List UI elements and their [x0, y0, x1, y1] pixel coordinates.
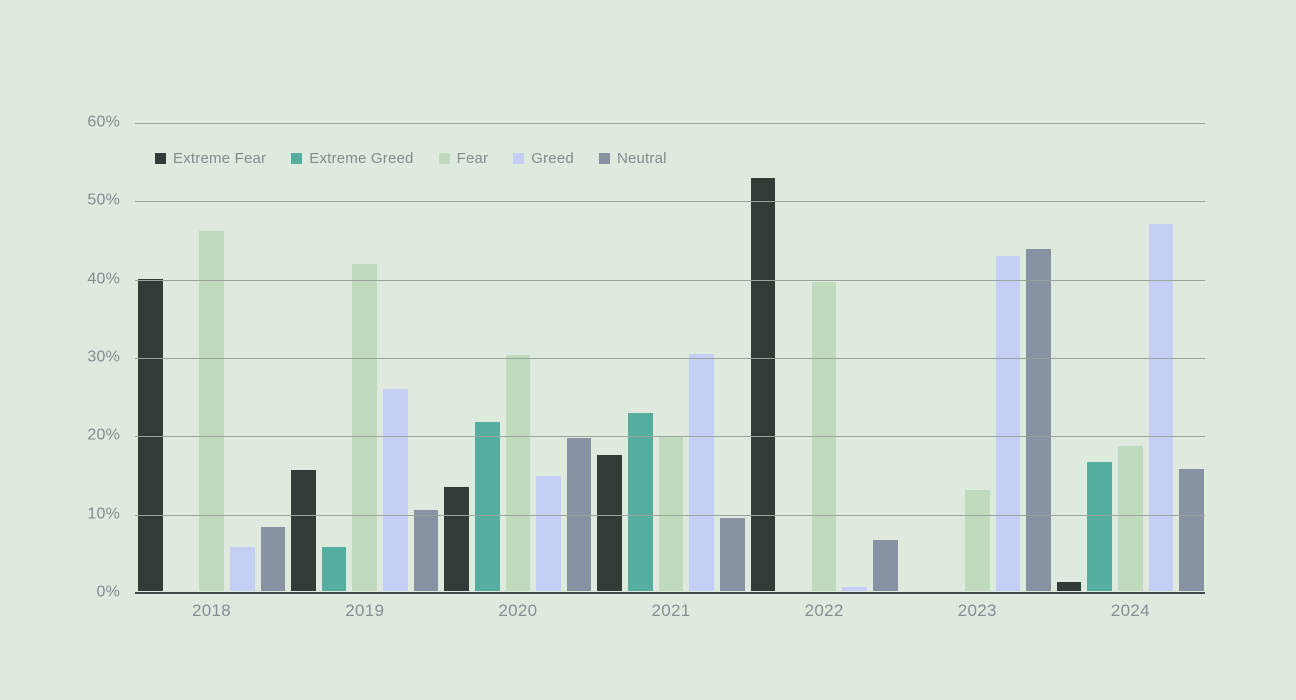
bar-greed-2021	[689, 353, 714, 591]
y-axis-tick-label: 10%	[87, 505, 120, 523]
bar-neutral-2022	[873, 539, 898, 591]
legend-swatch-fear-icon	[438, 153, 450, 164]
legend-item-fear[interactable]: Fear	[438, 150, 489, 167]
bar-greed-2019	[383, 388, 408, 591]
y-axis-tick-label: 30%	[87, 348, 120, 366]
legend-item-extreme-fear[interactable]: Extreme Fear	[155, 150, 266, 167]
x-axis-label-2024: 2024	[1110, 601, 1150, 620]
y-axis-tick-label: 20%	[87, 426, 120, 444]
bar-fear-2021	[658, 437, 684, 591]
legend-label: Extreme Greed	[309, 150, 414, 167]
bar-neutral-2018	[260, 527, 286, 591]
legend-swatch-greed-icon	[513, 153, 525, 164]
x-axis-label-2021: 2021	[651, 601, 691, 620]
legend-item-greed[interactable]: Greed	[513, 150, 574, 167]
bar-neutral-2020	[566, 438, 592, 591]
bar-greed-2022	[842, 587, 868, 591]
x-axis-label-2018: 2018	[192, 601, 232, 620]
bar-group-2022	[750, 123, 898, 591]
bar-greed-2024	[1148, 223, 1174, 591]
x-axis-line	[135, 592, 1205, 594]
bar-extreme-greed-2024	[1087, 462, 1113, 591]
bar-group-2019	[291, 123, 439, 591]
bar-greed-2023	[995, 255, 1021, 591]
gridline	[135, 123, 1205, 124]
x-axis-label-2019: 2019	[345, 601, 385, 620]
bar-extreme-greed-2021	[628, 413, 653, 591]
bar-neutral-2024	[1179, 468, 1204, 591]
bar-extreme-fear-2022	[750, 178, 776, 591]
y-axis-tick-label: 60%	[87, 113, 120, 131]
gridline	[135, 436, 1205, 437]
x-axis-label-2023: 2023	[957, 601, 997, 620]
legend-swatch-extreme-fear-icon	[155, 153, 166, 164]
bar-extreme-fear-2019	[291, 470, 316, 591]
bar-extreme-greed-2020	[474, 421, 500, 591]
bars-area	[138, 123, 1204, 591]
gridline	[135, 515, 1205, 516]
legend-label: Fear	[456, 150, 489, 167]
bar-group-2023	[904, 123, 1051, 591]
bar-extreme-fear-2021	[597, 455, 623, 591]
legend-label: Greed	[531, 150, 574, 167]
bar-extreme-fear-2018	[138, 279, 163, 591]
bar-neutral-2019	[413, 509, 439, 591]
x-axis-label-2022: 2022	[804, 601, 844, 620]
y-axis-tick-label: 50%	[87, 191, 120, 209]
bar-neutral-2023	[1026, 249, 1051, 591]
legend-label: Extreme Fear	[173, 150, 267, 167]
x-axis-label-2020: 2020	[498, 601, 538, 620]
gridline	[135, 280, 1205, 281]
bar-fear-2018	[199, 230, 224, 591]
bar-fear-2019	[352, 264, 378, 591]
chart-legend: Extreme Fear Extreme Greed Fear Greed Neutra…	[155, 150, 667, 167]
legend-item-neutral[interactable]: Neutral	[598, 150, 667, 167]
bar-neutral-2021	[719, 518, 745, 591]
bar-extreme-fear-2024	[1056, 581, 1082, 591]
legend-swatch-extreme-greed-icon	[291, 153, 303, 164]
bar-greed-2018	[229, 547, 255, 591]
bar-group-2020	[444, 123, 592, 591]
gridline	[135, 358, 1205, 359]
plot-area: Extreme Fear Extreme Greed Fear Greed Neutra…	[135, 123, 1205, 594]
bar-greed-2020	[536, 476, 561, 591]
bar-fear-2023	[964, 490, 990, 591]
y-axis-tick-label: 0%	[96, 583, 120, 601]
y-axis-tick-label: 40%	[87, 270, 120, 288]
bar-fear-2020	[505, 354, 531, 591]
gridline	[135, 201, 1205, 202]
legend-item-extreme-greed[interactable]: Extreme Greed	[291, 150, 413, 167]
bar-extreme-fear-2020	[444, 487, 469, 591]
bar-group-2021	[597, 123, 745, 591]
bar-fear-2024	[1118, 445, 1143, 591]
bar-extreme-greed-2019	[321, 546, 347, 591]
legend-label: Neutral	[616, 150, 667, 167]
legend-swatch-neutral-icon	[598, 153, 610, 164]
x-axis-labels: 2018 2019 2020 2021 2022 2023 2024	[138, 601, 1204, 621]
bar-group-2024	[1056, 123, 1204, 591]
bar-group-2018	[138, 123, 286, 591]
